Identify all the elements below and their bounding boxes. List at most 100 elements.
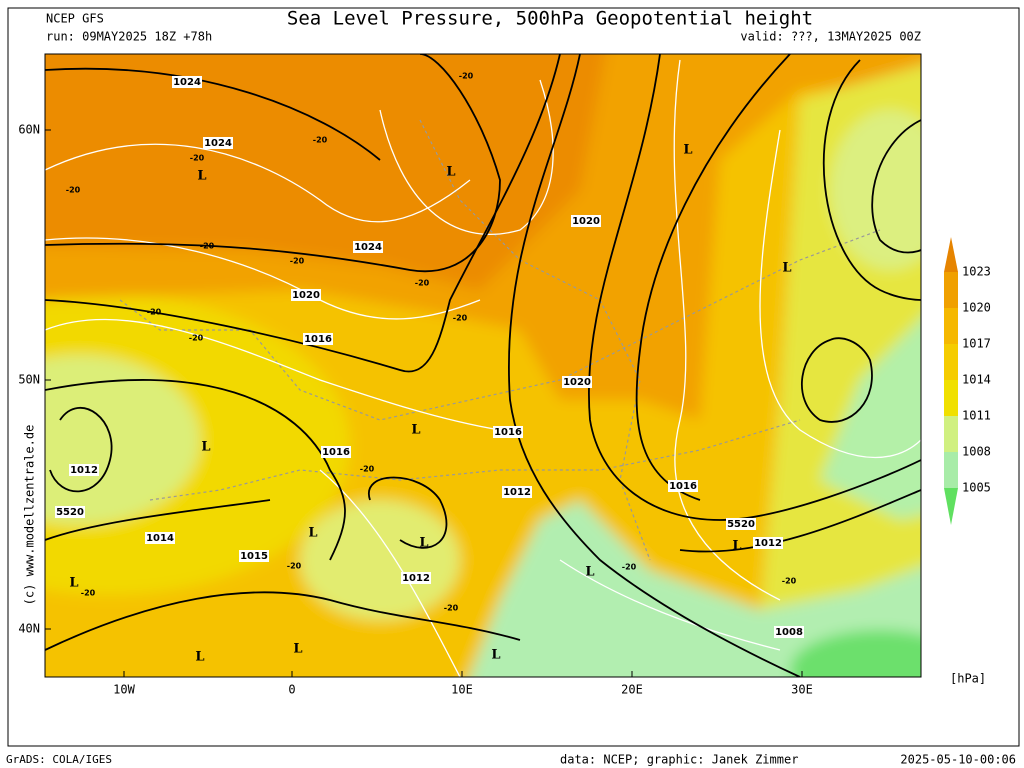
label-bg (303, 333, 333, 345)
low-marker: L (491, 648, 500, 663)
axes: 60N 50N 40N 10W 0 10E 20E 30E (18, 123, 813, 697)
low-marker: L (446, 165, 455, 180)
contour-label: 1016 (304, 334, 332, 345)
colorbar-box (944, 344, 958, 380)
contour-label: 1016 (322, 447, 350, 458)
contour-label: -20 (189, 334, 204, 343)
label-bg (562, 376, 592, 388)
label-bg (145, 532, 175, 544)
lat-label: 40N (18, 622, 40, 636)
label-bg (493, 426, 523, 438)
lon-label: 10W (113, 683, 135, 697)
contour-label: -20 (415, 279, 430, 288)
colorbar: 1023 1020 1017 1014 1011 1008 1005 (944, 237, 991, 525)
label-bg (353, 241, 383, 253)
contour-label: -20 (360, 465, 375, 474)
contour-label: -20 (200, 242, 215, 251)
contour-label: 1008 (775, 627, 803, 638)
contour-label: 1015 (240, 551, 268, 562)
low-marker: L (732, 539, 741, 554)
lon-label: 30E (791, 683, 813, 697)
lon-label: 10E (451, 683, 473, 697)
label-bg (55, 506, 85, 518)
contour-label: 1016 (669, 481, 697, 492)
label-bg (753, 537, 783, 549)
lon-label: 20E (621, 683, 643, 697)
contour-label: -20 (287, 562, 302, 571)
borders (119, 119, 881, 561)
low-marker: L (411, 423, 420, 438)
label-bg (502, 486, 532, 498)
label-bg (291, 289, 321, 301)
colorbar-label: 1020 (962, 301, 991, 315)
copyright: (c) www.modellzentrale.de (23, 425, 37, 606)
label-bg (726, 518, 756, 530)
colorbar-box (944, 308, 958, 344)
valid: valid: ???, 13MAY2025 00Z (740, 30, 921, 44)
contour-label: 1012 (402, 573, 430, 584)
software: GrADS: COLA/IGES (6, 753, 112, 766)
contour-label: -20 (290, 257, 305, 266)
colorbar-box (944, 380, 958, 416)
title: Sea Level Pressure, 500hPa Geopotential … (287, 8, 813, 30)
label-bg (401, 572, 431, 584)
low-marker: L (293, 642, 302, 657)
contour-label: 1012 (503, 487, 531, 498)
contour-label: -20 (622, 563, 637, 572)
model: NCEP GFS (46, 12, 104, 26)
label-bg (321, 446, 351, 458)
colorbar-label: 1023 (962, 265, 991, 279)
colorbar-label: 1008 (962, 445, 991, 459)
colorbar-top (944, 237, 958, 272)
colorbar-label: 1011 (962, 409, 991, 423)
contour-label: 1020 (572, 216, 600, 227)
low-marker: L (69, 576, 78, 591)
low-marker: L (683, 143, 692, 158)
run: run: 09MAY2025 18Z +78h (46, 30, 212, 44)
contour-label: -20 (81, 589, 96, 598)
unit: [hPa] (950, 672, 986, 686)
pressure-field (45, 54, 921, 677)
contour-label: -20 (147, 308, 162, 317)
contour-label: 5520 (727, 519, 755, 530)
low-marker: L (195, 650, 204, 665)
low-marker: L (585, 565, 594, 580)
credit: data: NCEP; graphic: Janek Zimmer (560, 753, 798, 767)
contour-label: 1024 (173, 77, 201, 88)
contour-label: -20 (782, 577, 797, 586)
label-bg (172, 76, 202, 88)
contour-label: 1020 (563, 377, 591, 388)
lat-label: 50N (18, 373, 40, 387)
contour-label: 5520 (56, 507, 84, 518)
contours-slp (45, 54, 921, 677)
low-marker: L (201, 440, 210, 455)
contour-label: 1024 (354, 242, 382, 253)
colorbar-label: 1014 (962, 373, 991, 387)
colorbar-box (944, 416, 958, 452)
low-marker: L (782, 261, 791, 276)
contour-label: -20 (313, 136, 328, 145)
lat-label: 60N (18, 123, 40, 137)
timestamp: 2025-05-10-00:06 (900, 753, 1016, 767)
contour-label: -20 (459, 72, 474, 81)
contour-label: -20 (190, 154, 205, 163)
colorbar-box (944, 272, 958, 308)
low-marker: L (197, 169, 206, 184)
label-bg (203, 137, 233, 149)
low-marker: L (419, 536, 428, 551)
label-bg (69, 464, 99, 476)
label-bg (668, 480, 698, 492)
contour-label: 1024 (204, 138, 232, 149)
label-bg (571, 215, 601, 227)
colorbar-bottom (944, 488, 958, 525)
map-border (44, 53, 922, 678)
contour-label: -20 (444, 604, 459, 613)
colorbar-box (944, 452, 958, 488)
contour-label: 1012 (754, 538, 782, 549)
map-labels: 1024 1024 1024 1020 1020 1020 1016 1016 1016 1016… (55, 72, 804, 665)
low-marker: L (308, 526, 317, 541)
lon-label: 0 (288, 683, 295, 697)
contour-label: -20 (66, 186, 81, 195)
colorbar-label: 1005 (962, 481, 991, 495)
colorbar-label: 1017 (962, 337, 991, 351)
